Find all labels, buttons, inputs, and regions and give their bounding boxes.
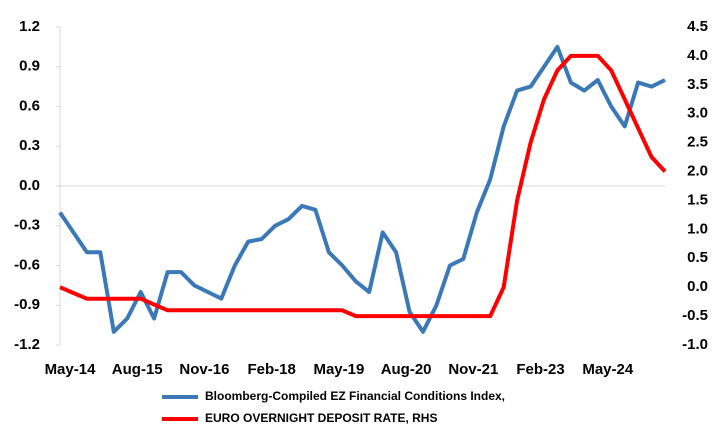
y2-tick-label: -1.0	[682, 336, 708, 353]
y2-tick-label: 2.5	[687, 134, 708, 151]
y-tick-label: -0.9	[14, 296, 40, 313]
x-tick-label: Feb-18	[247, 361, 295, 378]
x-tick-label: Feb-23	[516, 361, 564, 378]
y2-tick-label: 1.0	[687, 220, 708, 237]
y-tick-label: -0.6	[14, 256, 40, 273]
y2-tick-label: -0.5	[682, 307, 708, 324]
x-tick-label: May-19	[313, 361, 364, 378]
y-tick-label: -0.3	[14, 217, 40, 234]
y2-tick-label: 2.0	[687, 163, 708, 180]
y2-tick-label: 0.5	[687, 249, 708, 266]
y-tick-label: -1.2	[14, 336, 40, 353]
y2-tick-label: 0.0	[687, 278, 708, 295]
series-line	[58, 44, 666, 334]
y2-tick-label: 4.5	[687, 18, 708, 35]
y-tick-label: 0.6	[19, 97, 40, 114]
x-tick-label: Nov-16	[179, 361, 229, 378]
legend: EURO OVERNIGHT DEPOSIT RATE, RHS	[205, 411, 437, 425]
x-tick-label: May-14	[45, 361, 97, 378]
y-tick-label: 1.2	[19, 18, 40, 35]
legend: Bloomberg-Compiled EZ Financial Conditio…	[205, 389, 505, 403]
y2-tick-label: 3.5	[687, 76, 708, 93]
x-tick-label: Aug-15	[112, 361, 163, 378]
y2-tick-label: 4.0	[687, 47, 708, 64]
y2-tick-label: 1.5	[687, 191, 708, 208]
x-tick-label: Nov-21	[448, 361, 498, 378]
x-tick-label: Aug-20	[381, 361, 432, 378]
series-line	[59, 53, 667, 319]
y-tick-label: 0.0	[19, 177, 40, 194]
y-tick-label: 0.9	[19, 58, 40, 75]
y2-tick-label: 3.0	[687, 105, 708, 122]
y-tick-label: 0.3	[19, 137, 40, 154]
x-tick-label: May-24	[582, 361, 634, 378]
